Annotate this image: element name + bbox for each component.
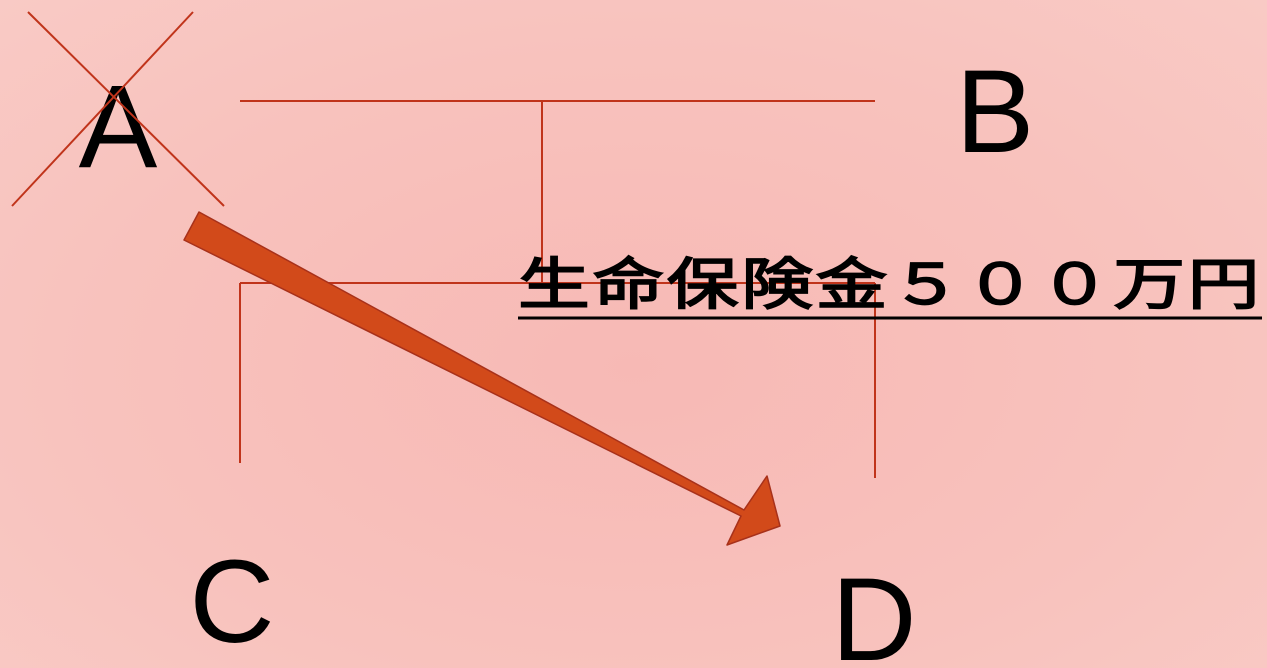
deceased-cross-icon xyxy=(11,11,225,207)
inheritance-arrow-icon xyxy=(183,211,781,546)
insurance-amount-label: 生命保険金５００万円 xyxy=(518,253,1262,318)
person-b-label: B xyxy=(956,46,1035,178)
person-a-label: A xyxy=(79,61,158,193)
person-c-label: C xyxy=(189,536,274,668)
person-d-label: D xyxy=(831,554,916,668)
